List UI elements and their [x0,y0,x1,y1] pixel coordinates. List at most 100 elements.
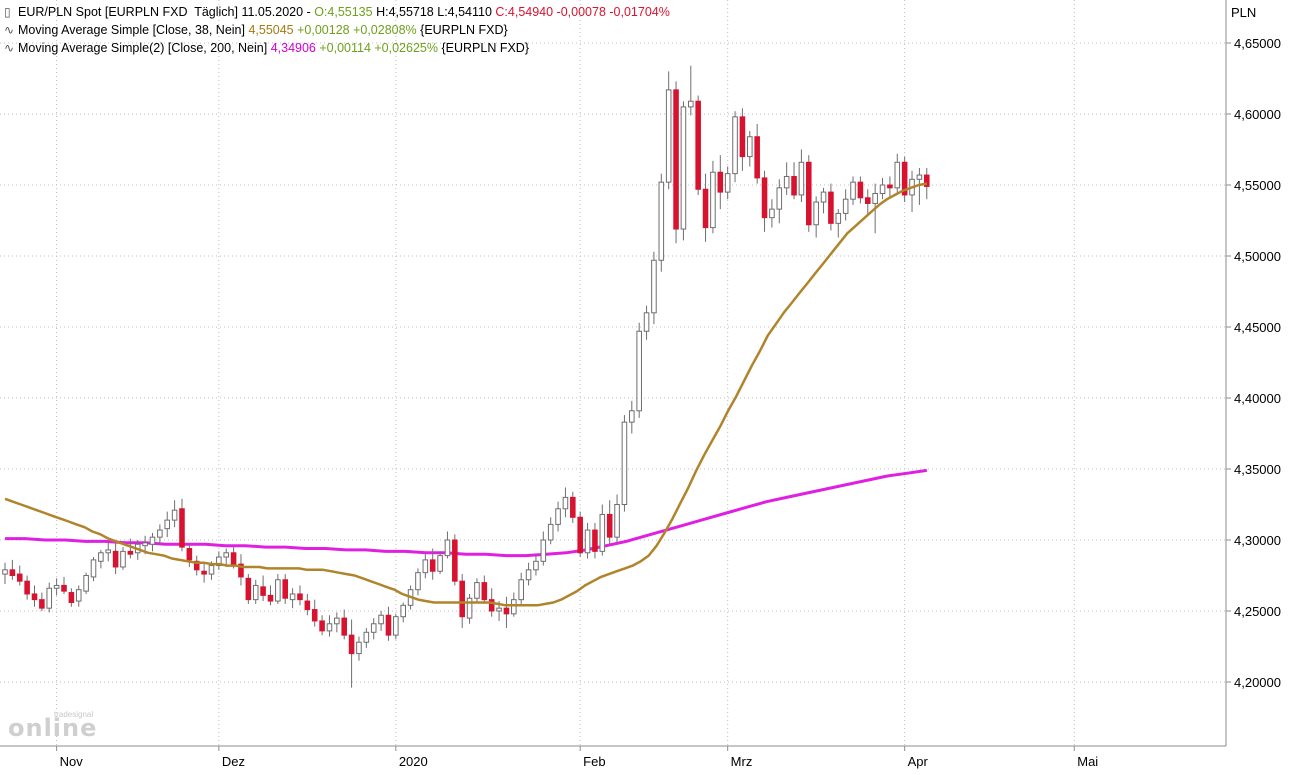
candle-up [105,549,112,554]
candle-down [864,197,871,204]
tradesignal-logo: tradesignal online [8,706,108,742]
line-icon: ∿ [4,23,15,37]
candle-up [356,641,362,655]
ma38-line-group [4,182,928,607]
candle-down [702,188,709,229]
candle-up [164,519,171,530]
candle-down [481,582,488,601]
candle-down [282,579,289,599]
y-tick-label: 4,35000 [1234,462,1281,477]
axes: 4,20000 4,25000 4,30000 4,35000 4,40000 4,450… [0,0,1281,769]
candle-down [238,563,244,578]
candle-up [46,587,53,609]
candle-up [444,539,451,557]
candle-down [570,496,576,518]
candle-down [717,171,724,193]
x-tick-label: Mai [1077,754,1098,769]
candle-up [370,623,377,633]
candle-up [53,584,60,589]
candle-down [260,586,266,596]
candle-down [857,181,864,199]
candle-down [577,516,583,554]
candle-down [179,508,185,548]
candle-up [142,542,148,547]
candle-down [297,593,303,601]
candle-up [400,604,406,618]
candle-up [769,208,775,219]
candle-down [311,609,318,622]
candle-up [540,539,547,562]
candle-down [341,617,347,636]
candle-down [9,569,16,577]
candle-down [828,191,834,224]
candle-up [621,421,628,506]
candle-up [879,184,886,195]
legend-ma200-value: 4,34906 [270,41,316,55]
candle-up [850,181,856,200]
candle-up [710,171,716,229]
candle-up [511,599,517,615]
y-tick-label: 4,30000 [1234,533,1281,548]
candle-down [754,136,760,179]
legend-main-name: EUR/PLN Spot [EURPLN FXD Täglich] 11.05.… [18,5,315,19]
candles [2,65,930,688]
x-tick-label: 2020 [399,754,428,769]
candle-up [90,559,97,578]
y-tick-label: 4,20000 [1234,675,1281,690]
candle-up [599,513,606,552]
y-tick-label: 4,55000 [1234,178,1281,193]
legend: ▯ EUR/PLN Spot [EURPLN FXD Täglich] 11.05… [4,3,670,57]
y-tick-label: 4,60000 [1234,107,1281,122]
x-tick-label: Dez [222,754,245,769]
candle-up [525,569,532,581]
legend-main-open: O:4,55135 [314,5,373,19]
grid [0,0,1226,746]
candle-up [643,312,650,332]
ma38-line [4,182,928,607]
candle-up [820,191,827,203]
y-tick-label: 4,50000 [1234,249,1281,264]
candle-down [61,584,67,592]
legend-ma38-change: +0,00128 +0,02808% [293,23,417,37]
candle-up [474,582,480,599]
y-tick-label: 4,40000 [1234,391,1281,406]
candle-up [798,161,805,196]
candle-up [216,556,222,567]
candle-up [437,555,443,572]
candle-down [503,607,510,615]
legend-row-ma38: ∿ Moving Average Simple [Close, 38, Nein]… [4,21,670,39]
candle-down [673,89,679,230]
candle-up [75,589,82,602]
candle-icon: ▯ [4,5,11,19]
candle-up [2,569,8,575]
candle-up [813,201,819,226]
candle-up [629,410,635,423]
candle-up [894,161,901,189]
candle-up [916,174,923,180]
candle-down [606,513,613,538]
candle-down [429,559,436,572]
candle-up [98,552,104,562]
candle-down [739,116,746,158]
candle-up [665,89,672,183]
candle-down [385,614,392,636]
candle-up [83,575,89,592]
candle-up [466,597,473,619]
candle-up [289,593,296,601]
candle-up [334,617,340,625]
candle-down [695,100,701,190]
candle-down [186,548,193,561]
legend-row-ma200: ∿ Moving Average Simple(2) [Close, 200, N… [4,39,670,57]
legend-ma38-value: 4,55045 [248,23,294,37]
candle-down [201,570,207,575]
candle-down [923,174,930,187]
candle-up [680,106,687,230]
candle-up [872,193,878,204]
line-icon: ∿ [4,41,15,55]
candle-up [688,100,694,108]
logo-big-text: online [8,714,98,742]
candle-up [614,504,620,538]
candle-up [326,623,333,632]
candle-up [393,616,399,636]
candle-down [112,550,119,568]
